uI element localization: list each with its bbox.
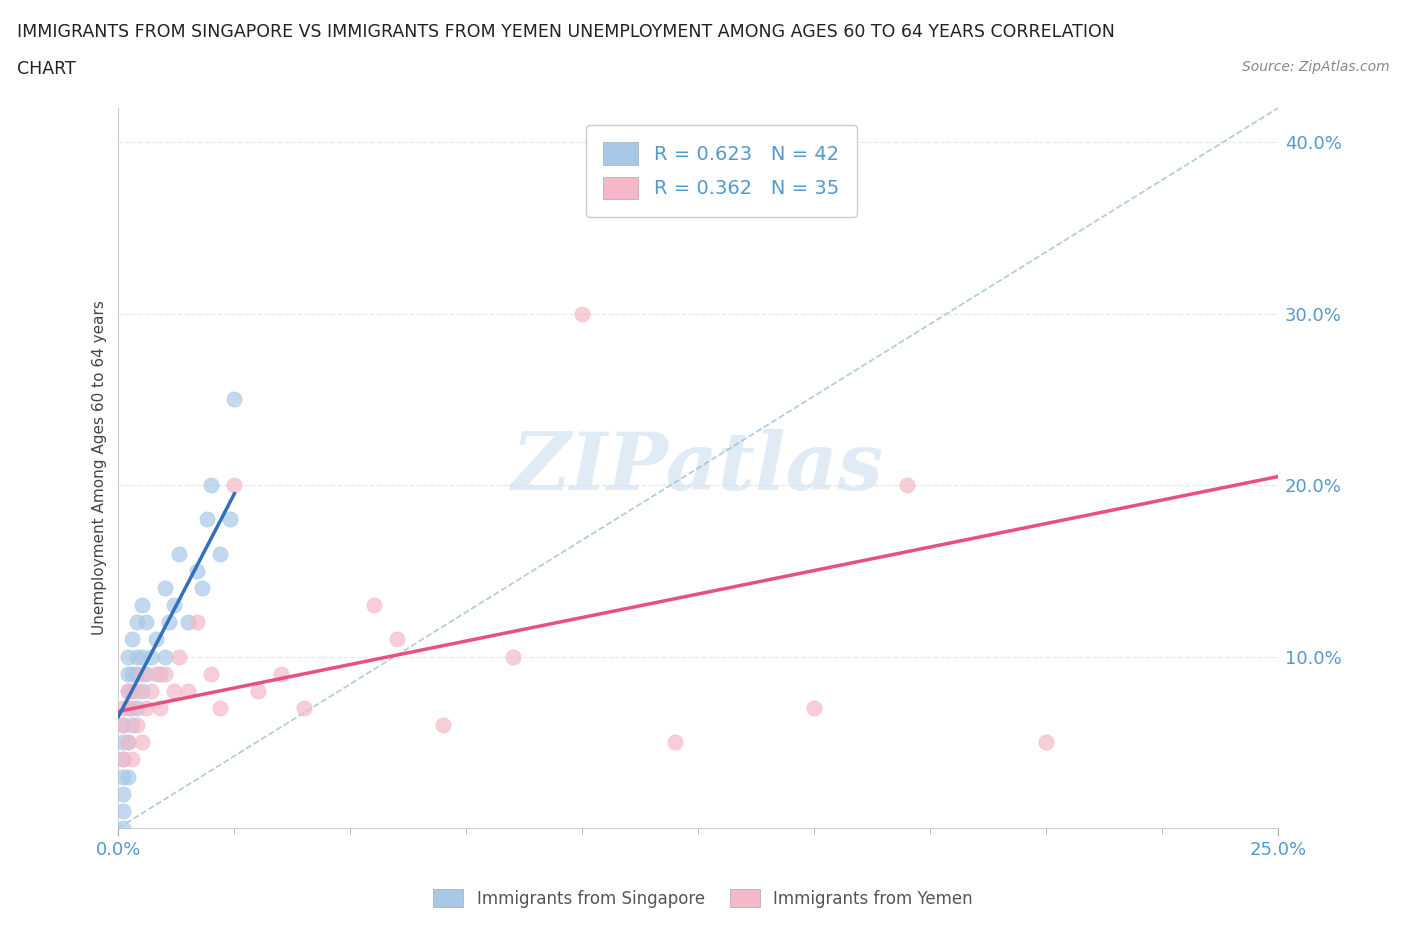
Point <box>112 752 135 767</box>
Point <box>117 684 139 698</box>
Point <box>159 615 181 630</box>
Point <box>112 718 135 733</box>
Point <box>186 564 208 578</box>
Point <box>218 512 240 527</box>
Point <box>112 804 135 818</box>
Point <box>135 666 157 681</box>
Point <box>125 615 148 630</box>
Point <box>117 666 139 681</box>
Text: IMMIGRANTS FROM SINGAPORE VS IMMIGRANTS FROM YEMEN UNEMPLOYMENT AMONG AGES 60 TO: IMMIGRANTS FROM SINGAPORE VS IMMIGRANTS … <box>17 23 1115 41</box>
Point <box>153 580 176 595</box>
Point <box>131 598 153 613</box>
Point <box>121 752 143 767</box>
Point <box>117 684 139 698</box>
Point <box>163 684 186 698</box>
Point <box>112 752 135 767</box>
Point <box>125 718 148 733</box>
Point <box>131 649 153 664</box>
Point <box>209 700 232 715</box>
Point <box>117 649 139 664</box>
Point <box>112 735 135 750</box>
Y-axis label: Unemployment Among Ages 60 to 64 years: Unemployment Among Ages 60 to 64 years <box>93 300 107 635</box>
Point <box>163 598 186 613</box>
Point <box>139 684 162 698</box>
Point <box>125 649 148 664</box>
Point <box>224 392 246 406</box>
Point <box>153 649 176 664</box>
Point <box>125 684 148 698</box>
Point <box>149 666 172 681</box>
Point <box>112 718 135 733</box>
Point <box>200 666 222 681</box>
Point <box>195 512 218 527</box>
Point <box>121 684 143 698</box>
Point <box>125 700 148 715</box>
Point <box>121 700 143 715</box>
Point <box>200 478 222 493</box>
Point <box>224 478 246 493</box>
Point <box>117 769 139 784</box>
Point <box>167 546 190 561</box>
Point <box>112 786 135 801</box>
Point <box>246 684 269 698</box>
Point <box>385 632 408 647</box>
Point <box>135 700 157 715</box>
Point <box>145 666 167 681</box>
Point <box>117 700 139 715</box>
Point <box>363 598 385 613</box>
Point <box>121 666 143 681</box>
Point <box>209 546 232 561</box>
Point <box>167 649 190 664</box>
Point <box>149 700 172 715</box>
Point <box>571 306 593 321</box>
Point <box>191 580 214 595</box>
Text: ZIPatlas: ZIPatlas <box>512 430 884 507</box>
Point <box>270 666 292 681</box>
Point <box>177 615 200 630</box>
Point <box>117 735 139 750</box>
Point <box>135 615 157 630</box>
Legend: Immigrants from Singapore, Immigrants from Yemen: Immigrants from Singapore, Immigrants fr… <box>426 883 980 914</box>
Point <box>664 735 686 750</box>
Point <box>803 700 825 715</box>
Point <box>896 478 918 493</box>
Point <box>112 700 135 715</box>
Point <box>112 769 135 784</box>
Text: CHART: CHART <box>17 60 76 78</box>
Point <box>139 649 162 664</box>
Point <box>117 735 139 750</box>
Point <box>292 700 315 715</box>
Point <box>112 820 135 835</box>
Legend: R = 0.623   N = 42, R = 0.362   N = 35: R = 0.623 N = 42, R = 0.362 N = 35 <box>586 125 856 217</box>
Point <box>125 666 148 681</box>
Point <box>177 684 200 698</box>
Point <box>121 632 143 647</box>
Text: Source: ZipAtlas.com: Source: ZipAtlas.com <box>1241 60 1389 74</box>
Point <box>186 615 208 630</box>
Point <box>131 735 153 750</box>
Point <box>145 632 167 647</box>
Point <box>121 718 143 733</box>
Point <box>432 718 454 733</box>
Point <box>131 684 153 698</box>
Point <box>153 666 176 681</box>
Point <box>131 666 153 681</box>
Point <box>502 649 524 664</box>
Point <box>1035 735 1057 750</box>
